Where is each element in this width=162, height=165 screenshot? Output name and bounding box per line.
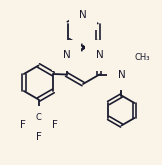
Text: CH₃: CH₃	[134, 53, 150, 63]
Text: N: N	[79, 10, 87, 20]
Text: N: N	[63, 50, 70, 61]
Text: N: N	[96, 50, 103, 61]
Text: C: C	[36, 113, 41, 122]
Text: N: N	[118, 69, 125, 80]
Text: F: F	[36, 132, 41, 143]
Text: F: F	[52, 119, 58, 130]
Text: F: F	[20, 119, 25, 130]
